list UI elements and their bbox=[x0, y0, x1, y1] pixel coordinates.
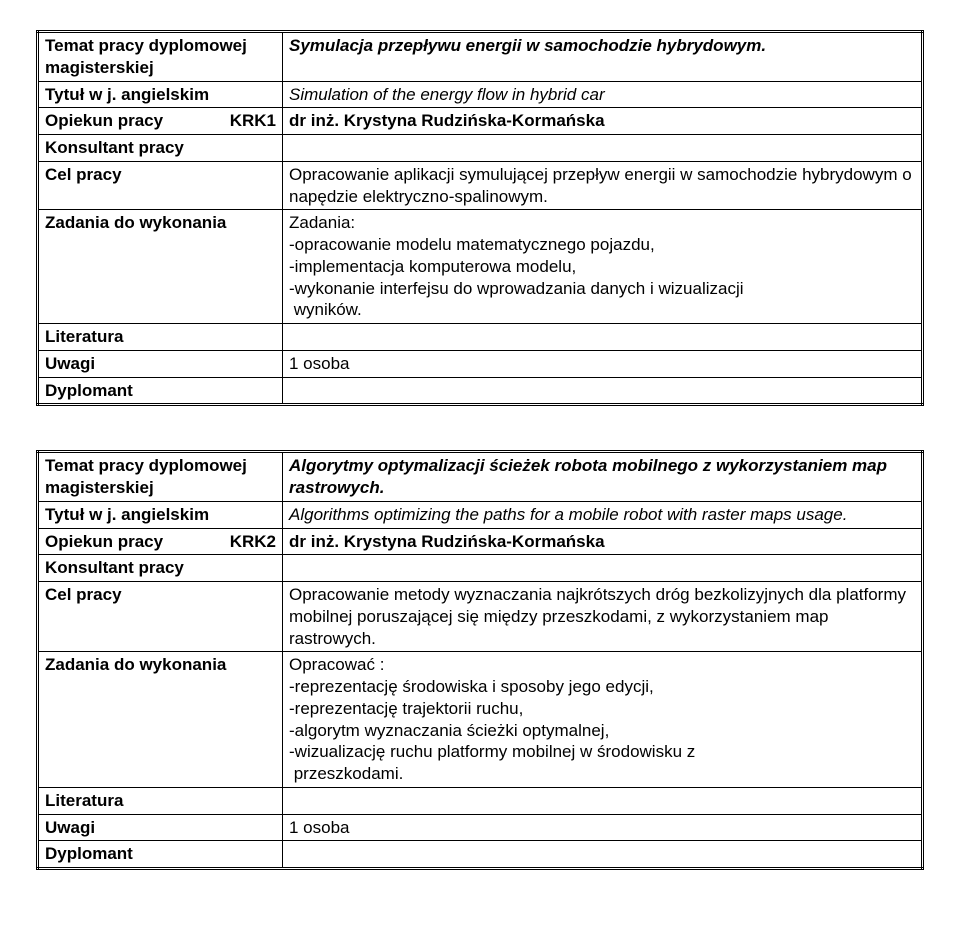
table-row: Konsultant pracy bbox=[38, 555, 923, 582]
table-row: Uwagi1 osoba bbox=[38, 350, 923, 377]
row-label: Temat pracy dyplomowej magisterskiej bbox=[38, 32, 283, 82]
table-row: Temat pracy dyplomowej magisterskiejAlgo… bbox=[38, 452, 923, 502]
row-value bbox=[283, 135, 923, 162]
table-row: Literatura bbox=[38, 324, 923, 351]
row-value: Algorithms optimizing the paths for a mo… bbox=[283, 501, 923, 528]
row-value bbox=[283, 377, 923, 405]
document-container: Temat pracy dyplomowej magisterskiejSymu… bbox=[36, 30, 924, 870]
row-value bbox=[283, 841, 923, 869]
thesis-table-1: Temat pracy dyplomowej magisterskiejSymu… bbox=[36, 30, 924, 406]
row-value bbox=[283, 324, 923, 351]
row-value: Simulation of the energy flow in hybrid … bbox=[283, 81, 923, 108]
row-value: 1 osoba bbox=[283, 814, 923, 841]
table-row: Opiekun pracyKRK2dr inż. Krystyna Rudziń… bbox=[38, 528, 923, 555]
table-row: Konsultant pracy bbox=[38, 135, 923, 162]
row-value: Opracowanie metody wyznaczania najkrótsz… bbox=[283, 582, 923, 652]
row-label: Tytuł w j. angielskim bbox=[38, 501, 283, 528]
table-row: Cel pracyOpracowanie metody wyznaczania … bbox=[38, 582, 923, 652]
row-value: Opracować :-reprezentację środowiska i s… bbox=[283, 652, 923, 788]
table-row: Tytuł w j. angielskimSimulation of the e… bbox=[38, 81, 923, 108]
row-value bbox=[283, 555, 923, 582]
thesis-table-2: Temat pracy dyplomowej magisterskiejAlgo… bbox=[36, 450, 924, 870]
table-row: Tytuł w j. angielskimAlgorithms optimizi… bbox=[38, 501, 923, 528]
table-row: Literatura bbox=[38, 787, 923, 814]
row-label: Dyplomant bbox=[38, 377, 283, 405]
row-label: Temat pracy dyplomowej magisterskiej bbox=[38, 452, 283, 502]
row-label: Cel pracy bbox=[38, 582, 283, 652]
row-value: dr inż. Krystyna Rudzińska-Kormańska bbox=[283, 528, 923, 555]
table-row: Dyplomant bbox=[38, 377, 923, 405]
table-row: Dyplomant bbox=[38, 841, 923, 869]
row-label: Konsultant pracy bbox=[38, 555, 283, 582]
row-label: Konsultant pracy bbox=[38, 135, 283, 162]
row-label: Zadania do wykonania bbox=[38, 652, 283, 788]
row-value: Zadania:-opracowanie modelu matematyczne… bbox=[283, 210, 923, 324]
table-row: Cel pracyOpracowanie aplikacji symulując… bbox=[38, 161, 923, 210]
row-value: 1 osoba bbox=[283, 350, 923, 377]
row-value: Symulacja przepływu energii w samochodzi… bbox=[283, 32, 923, 82]
row-label: Zadania do wykonania bbox=[38, 210, 283, 324]
row-value: Algorytmy optymalizacji ścieżek robota m… bbox=[283, 452, 923, 502]
table-row: Opiekun pracyKRK1dr inż. Krystyna Rudziń… bbox=[38, 108, 923, 135]
row-value bbox=[283, 787, 923, 814]
row-value: Opracowanie aplikacji symulującej przepł… bbox=[283, 161, 923, 210]
table-row: Zadania do wykonaniaOpracować :-reprezen… bbox=[38, 652, 923, 788]
row-label: Opiekun pracyKRK1 bbox=[38, 108, 283, 135]
table-row: Temat pracy dyplomowej magisterskiejSymu… bbox=[38, 32, 923, 82]
row-label: Opiekun pracyKRK2 bbox=[38, 528, 283, 555]
table-row: Zadania do wykonaniaZadania:-opracowanie… bbox=[38, 210, 923, 324]
row-label: Tytuł w j. angielskim bbox=[38, 81, 283, 108]
row-label: Literatura bbox=[38, 324, 283, 351]
row-label: Cel pracy bbox=[38, 161, 283, 210]
row-label: Dyplomant bbox=[38, 841, 283, 869]
row-value: dr inż. Krystyna Rudzińska-Kormańska bbox=[283, 108, 923, 135]
table-row: Uwagi1 osoba bbox=[38, 814, 923, 841]
row-label: Uwagi bbox=[38, 350, 283, 377]
row-label: Literatura bbox=[38, 787, 283, 814]
row-label: Uwagi bbox=[38, 814, 283, 841]
